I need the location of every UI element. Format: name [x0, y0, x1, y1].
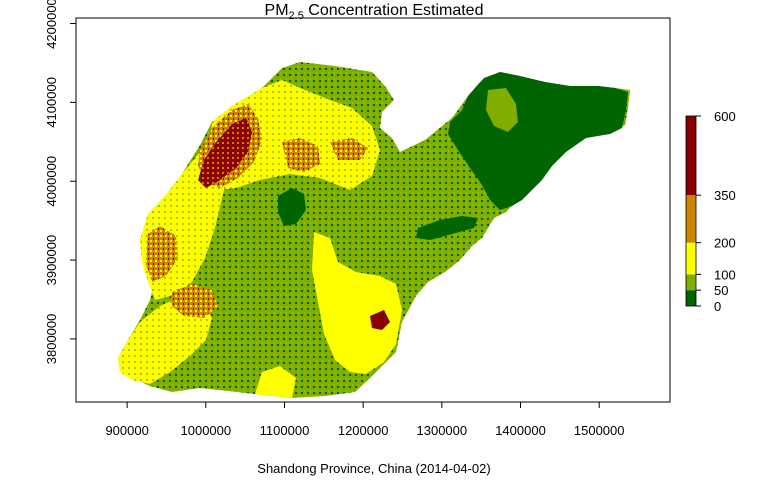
chart-title: PM2.5 Concentration Estimated	[265, 2, 484, 22]
region-dark-red-hotspot	[198, 118, 252, 188]
legend-break-label: 100	[714, 267, 736, 282]
legend-swatch	[686, 116, 696, 196]
legend-break-label: 200	[714, 236, 736, 251]
legend-swatch	[686, 274, 696, 291]
title-subscript: 2.5	[289, 10, 304, 22]
legend-swatch	[686, 242, 696, 275]
region-yellow-southwest	[118, 296, 212, 384]
legend-break-label: 0	[714, 299, 721, 314]
pm25-raster-map	[118, 62, 630, 398]
x-tick-label: 1500000	[574, 423, 625, 438]
region-dark-green-south	[416, 216, 478, 240]
region-yellow-south-center	[312, 232, 402, 374]
legend-swatch	[686, 195, 696, 243]
x-tick-label: 1100000	[260, 423, 310, 438]
x-tick-label: 900000	[105, 423, 148, 438]
region-orange-southwest	[172, 284, 218, 318]
region-dark-green-center	[278, 188, 306, 226]
x-tick-label: 1400000	[495, 423, 546, 438]
legend-break-label: 600	[714, 109, 736, 124]
x-axis-label: Shandong Province, China (2014-04-02)	[257, 461, 490, 476]
y-axis: 3800000 3900000 4000000 4100000 4200000	[44, 0, 76, 364]
legend-swatch	[686, 290, 696, 306]
region-peninsula-green-inner	[486, 88, 518, 132]
legend-break-label: 350	[714, 188, 736, 203]
region-orange-north-center	[282, 138, 320, 172]
x-tick-label: 1000000	[181, 423, 232, 438]
title-main: PM	[265, 2, 289, 19]
region-dark-red-small	[370, 310, 390, 330]
legend-break-label: 50	[714, 283, 728, 298]
title-rest: Concentration Estimated	[304, 2, 484, 19]
y-tick-label: 4200000	[44, 0, 59, 49]
region-orange-northeast-strip	[330, 138, 368, 160]
region-yellow-far-south	[255, 366, 296, 398]
y-tick-label: 3900000	[44, 235, 59, 286]
plot-frame	[75, 17, 671, 403]
region-orange-west	[146, 226, 178, 282]
x-tick-label: 1200000	[338, 423, 389, 438]
y-tick-label: 3800000	[44, 314, 59, 365]
y-tick-label: 4000000	[44, 156, 59, 207]
y-tick-label: 4100000	[44, 77, 59, 128]
legend-frame	[685, 115, 697, 307]
x-axis: 900000 1000000 1100000 1200000 1300000 140000…	[105, 402, 625, 438]
x-tick-label: 1300000	[417, 423, 468, 438]
